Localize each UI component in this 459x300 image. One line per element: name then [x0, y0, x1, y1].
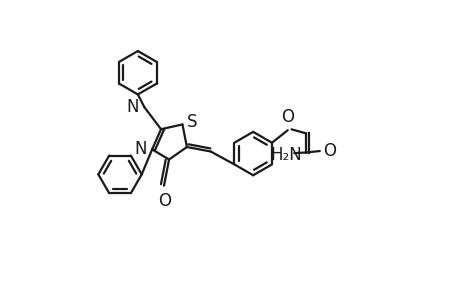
Text: O: O [280, 108, 294, 126]
Text: S: S [186, 113, 196, 131]
Text: N: N [126, 98, 139, 116]
Text: O: O [158, 192, 171, 210]
Text: O: O [323, 142, 336, 160]
Text: H₂N: H₂N [270, 146, 302, 164]
Text: N: N [134, 140, 146, 158]
